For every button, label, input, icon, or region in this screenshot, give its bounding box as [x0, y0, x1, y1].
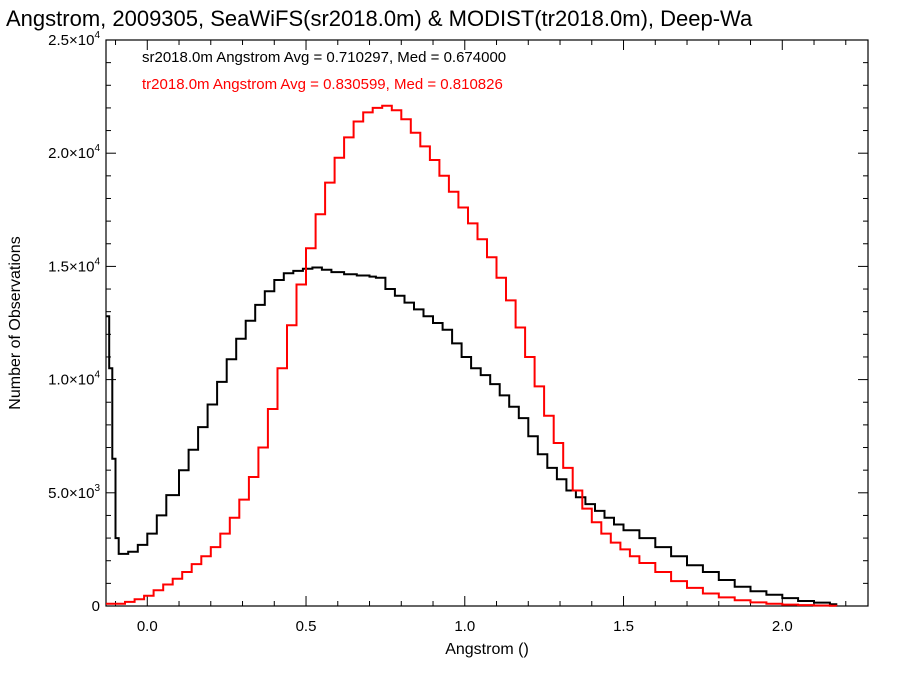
series-layer [106, 104, 838, 607]
x-tick-label: 0.0 [137, 618, 158, 635]
x-tick-label: 2.0 [772, 618, 793, 635]
plot-frame [105, 39, 869, 607]
y-tick-label: 0 [92, 598, 100, 615]
y-tick-label: 2.5×104 [48, 30, 100, 49]
y-tick-label: 1.0×104 [48, 370, 100, 389]
y-tick-label: 5.0×103 [48, 483, 100, 502]
x-axis: 0.0 0.5 1.0 1.5 2.0 [115, 40, 847, 635]
x-tick-label: 0.5 [296, 618, 317, 635]
x-tick-label: 1.5 [613, 618, 634, 635]
legend: sr2018.0m Angstrom Avg = 0.710297, Med =… [142, 49, 506, 93]
y-tick-label: 2.0×104 [48, 143, 100, 162]
y-axis: 0 5.0×103 1.0×104 1.5×104 2.0×104 2.5×104 [48, 30, 868, 615]
series-line-2 [106, 104, 838, 607]
legend-entry-1: sr2018.0m Angstrom Avg = 0.710297, Med =… [142, 49, 506, 66]
chart-title: Angstrom, 2009305, SeaWiFS(sr2018.0m) & … [6, 6, 753, 31]
y-axis-label: Number of Observations [7, 236, 24, 409]
x-tick-label: 1.0 [454, 618, 475, 635]
series-line-1 [106, 266, 838, 606]
y-tick-label: 1.5×104 [48, 256, 100, 275]
legend-entry-2: tr2018.0m Angstrom Avg = 0.830599, Med =… [142, 76, 503, 93]
x-axis-label: Angstrom () [445, 641, 529, 658]
